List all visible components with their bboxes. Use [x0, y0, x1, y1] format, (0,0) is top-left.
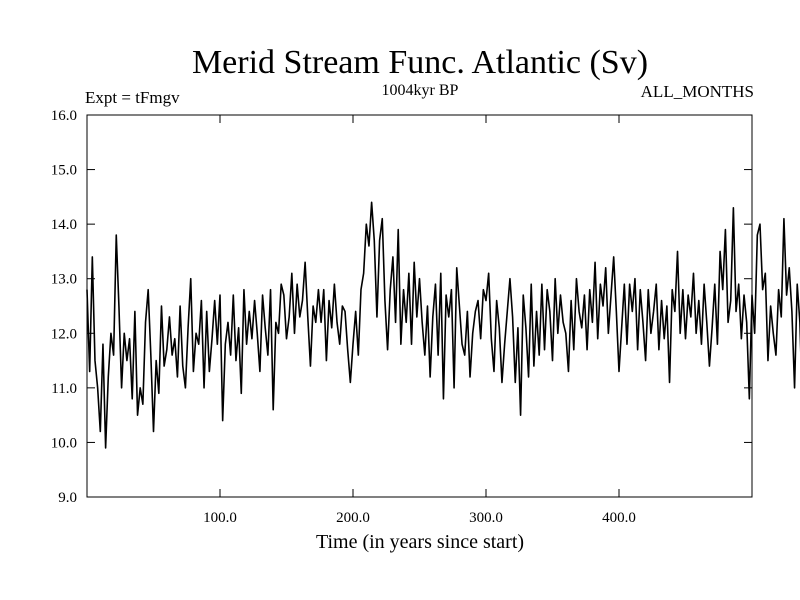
x-tick-label: 100.0: [203, 510, 237, 526]
y-tick-label: 15.0: [51, 163, 77, 179]
series-group: [86, 201, 800, 449]
x-tick-label: 400.0: [602, 510, 636, 526]
chart-subtitle: 1004kyr BP: [382, 82, 459, 99]
x-axis-label: Time (in years since start): [316, 531, 524, 553]
plot-frame: [86, 114, 753, 498]
series-line: [86, 201, 800, 449]
y-tick-label: 14.0: [51, 217, 77, 233]
experiment-label: Expt = tFmgv: [85, 88, 180, 107]
x-tick-label: 300.0: [469, 510, 503, 526]
y-tick-label: 11.0: [51, 381, 77, 397]
y-tick-label: 9.0: [58, 490, 77, 506]
y-tick-label: 13.0: [51, 272, 77, 288]
x-axis: 100.0 200.0 300.0 400.0: [203, 115, 636, 526]
y-tick-label: 12.0: [51, 326, 77, 342]
x-tick-label: 200.0: [336, 510, 370, 526]
chart-title: Merid Stream Func. Atlantic (Sv): [192, 44, 648, 81]
y-tick-label: 10.0: [51, 435, 77, 451]
season-label: ALL_MONTHS: [641, 82, 754, 101]
y-tick-label: 16.0: [51, 108, 77, 124]
y-axis: 9.0 10.0 11.0 12.0 13.0 14.0 15.0 16.0: [51, 108, 752, 506]
